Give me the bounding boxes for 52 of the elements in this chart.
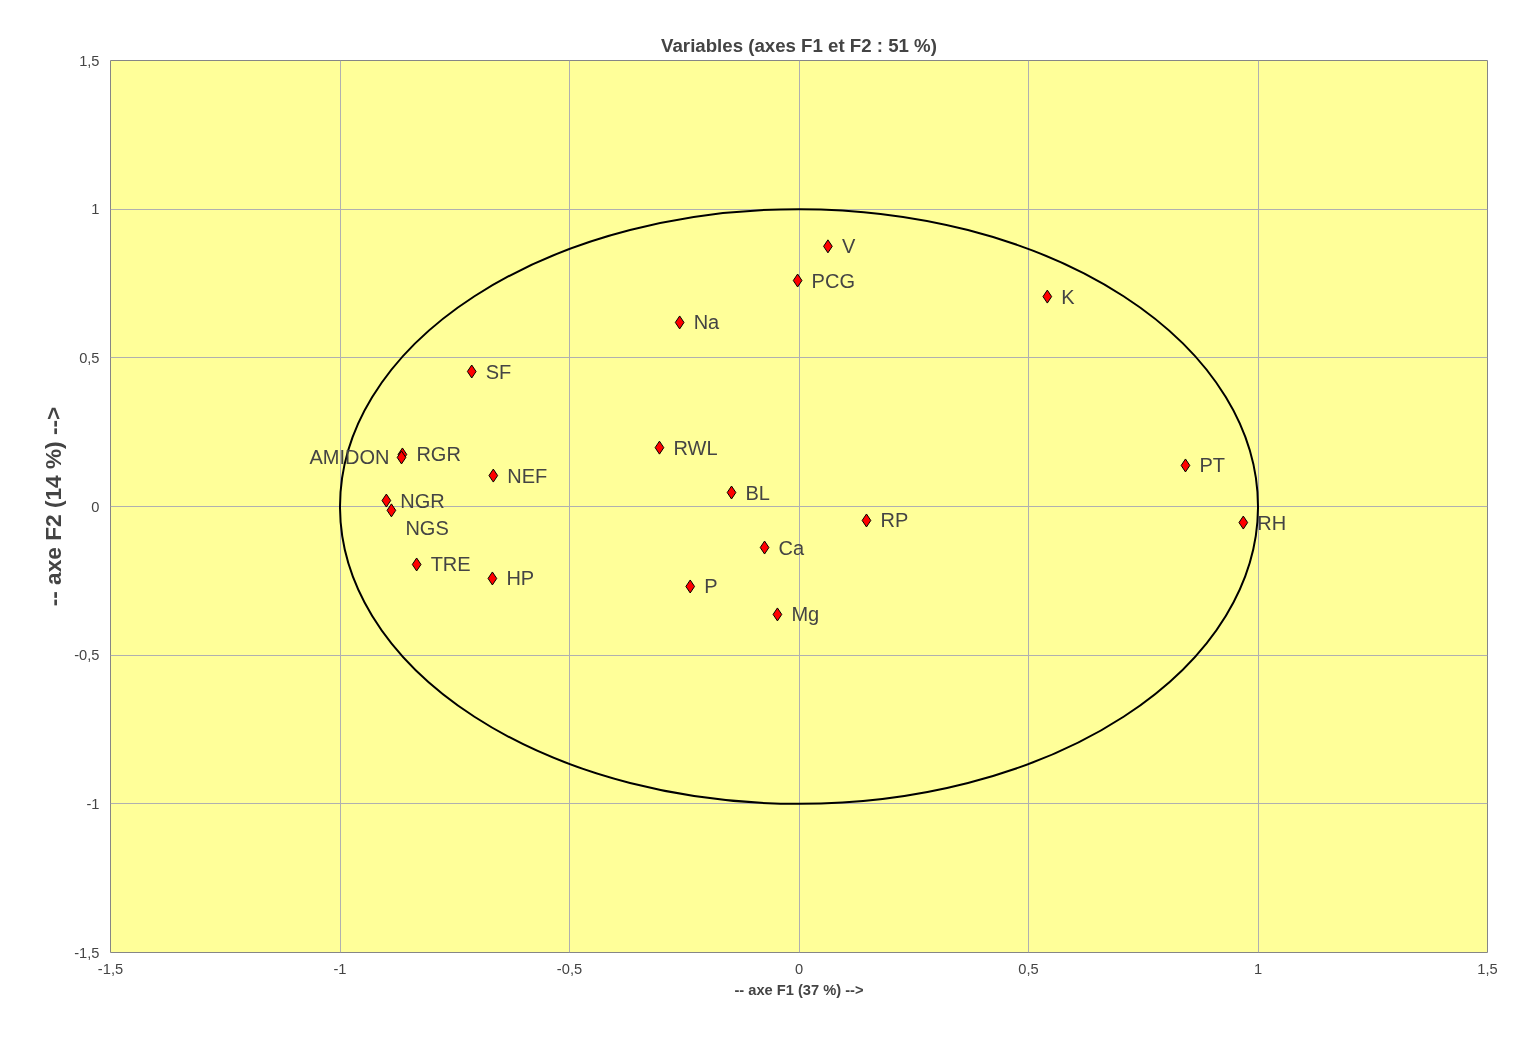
y-tick-label: -0,5 — [74, 647, 100, 664]
point — [726, 485, 737, 500]
y-tick-label: -1 — [86, 795, 100, 812]
data-label: PT — [1199, 454, 1226, 477]
data-label: Na — [693, 311, 721, 334]
point — [466, 364, 477, 379]
data-label: V — [841, 235, 856, 258]
point — [487, 571, 498, 586]
point — [861, 513, 872, 528]
data-label: Ca — [778, 536, 806, 559]
point — [488, 468, 499, 483]
point — [674, 315, 685, 330]
x-tick-label: 0,5 — [1018, 960, 1039, 977]
data-label: Mg — [791, 603, 820, 626]
data-label: NGR — [400, 489, 445, 512]
data-label: NEF — [507, 464, 548, 487]
data-label: RWL — [673, 436, 718, 459]
y-axis-title: -- axe F2 (14 %) --> — [40, 406, 67, 607]
data-label: NGS — [405, 517, 449, 540]
point — [759, 540, 770, 555]
x-axis-title: -- axe F1 (37 %) --> — [734, 981, 864, 998]
data-label: RGR — [416, 443, 461, 466]
y-tick-label: 1 — [91, 201, 100, 218]
y-tick-label: 0,5 — [79, 349, 100, 366]
chart-title: Variables (axes F1 et F2 : 51 %) — [661, 34, 937, 56]
x-tick-label: 1,5 — [1477, 960, 1498, 977]
y-tick-label: -1,5 — [74, 944, 100, 961]
point — [1042, 289, 1053, 304]
data-label: RH — [1257, 511, 1287, 534]
point — [381, 493, 392, 508]
data-label: K — [1061, 285, 1076, 308]
point — [685, 579, 696, 594]
data-label: P — [704, 575, 718, 598]
x-tick-label: 1 — [1253, 960, 1263, 977]
data-label: BL — [745, 481, 770, 504]
point — [792, 273, 803, 288]
point — [654, 440, 665, 455]
y-tick-label: 0 — [91, 498, 100, 515]
x-tick-label: -0,5 — [556, 960, 583, 977]
point — [386, 503, 397, 518]
y-tick-label: 1,5 — [79, 52, 100, 69]
point — [772, 607, 783, 622]
data-label: SF — [485, 360, 512, 383]
data-label: RP — [880, 509, 909, 532]
data-label: PCG — [811, 269, 855, 292]
data-label: TRE — [430, 553, 471, 576]
point — [1180, 458, 1191, 473]
x-tick-label: 0 — [794, 960, 804, 977]
point — [1238, 515, 1249, 530]
point — [411, 557, 422, 572]
data-label: HP — [506, 567, 535, 590]
x-tick-label: -1 — [333, 960, 347, 977]
